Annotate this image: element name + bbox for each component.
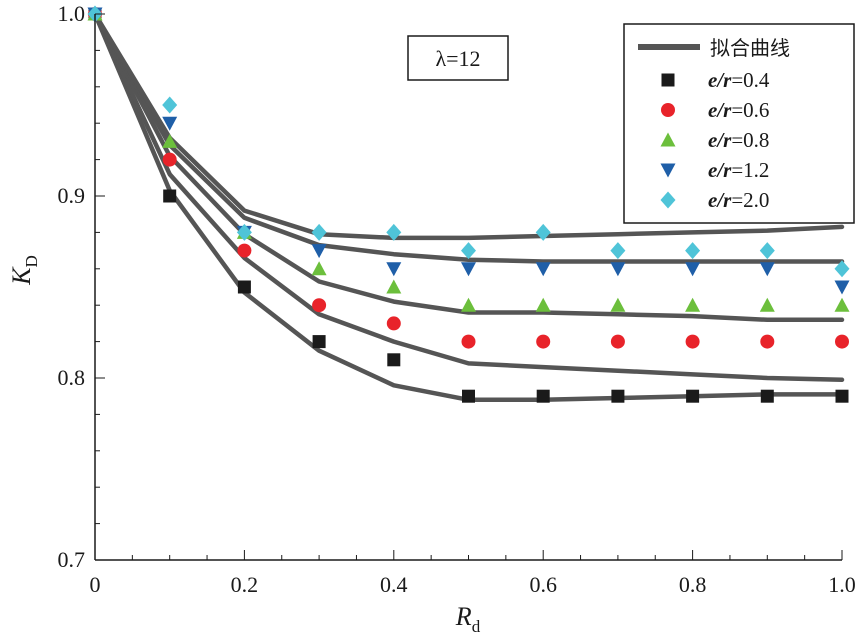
y-axis-title-sub: D bbox=[22, 255, 41, 267]
legend-label-2: e/r=0.8 bbox=[708, 128, 769, 152]
data-point-s3 bbox=[685, 262, 701, 277]
data-point-s2 bbox=[610, 297, 626, 312]
data-point-s3 bbox=[610, 262, 626, 277]
x-tick-label: 0.8 bbox=[679, 572, 707, 597]
lambda-label: λ=12 bbox=[435, 46, 480, 71]
data-point-s3 bbox=[311, 244, 327, 259]
data-point-s1 bbox=[610, 334, 625, 349]
data-point-s3 bbox=[834, 280, 850, 295]
data-point-s0 bbox=[163, 189, 177, 203]
x-tick-label: 1.0 bbox=[828, 572, 856, 597]
legend-fit-label: 拟合曲线 bbox=[710, 36, 790, 60]
x-tick-label: 0.6 bbox=[529, 572, 557, 597]
data-point-s2 bbox=[311, 261, 327, 276]
x-axis-title-sub: d bbox=[472, 617, 481, 636]
legend-box bbox=[623, 23, 855, 224]
data-point-s0 bbox=[536, 389, 550, 403]
data-point-s0 bbox=[760, 389, 774, 403]
legend-marker-4 bbox=[660, 191, 676, 209]
data-point-s2 bbox=[386, 279, 402, 294]
legend-label-1: e/r=0.6 bbox=[708, 98, 769, 122]
x-tick-label: 0.2 bbox=[231, 572, 259, 597]
legend-marker-0 bbox=[661, 73, 675, 87]
data-point-s4 bbox=[311, 223, 327, 241]
x-axis-title-main: R bbox=[455, 602, 472, 631]
data-point-s1 bbox=[685, 334, 700, 349]
data-point-s2 bbox=[834, 297, 850, 312]
data-point-s4 bbox=[834, 260, 850, 278]
data-point-s4 bbox=[610, 242, 626, 260]
data-point-s2 bbox=[535, 297, 551, 312]
data-point-s1 bbox=[835, 334, 849, 349]
y-tick-label: 0.9 bbox=[58, 183, 86, 208]
data-point-s1 bbox=[162, 152, 177, 167]
fit-curve-4 bbox=[92, 11, 845, 241]
y-tick-label: 0.8 bbox=[58, 365, 86, 390]
svg-text:KD: KD bbox=[7, 255, 41, 286]
data-point-s0 bbox=[462, 389, 475, 403]
data-point-s0 bbox=[611, 389, 625, 403]
data-point-s1 bbox=[760, 334, 775, 349]
data-point-s4 bbox=[236, 223, 252, 241]
x-axis-title: Rd bbox=[455, 602, 481, 636]
data-point-s4 bbox=[386, 223, 402, 241]
data-point-s1 bbox=[386, 316, 401, 331]
data-point-s0 bbox=[387, 353, 401, 367]
legend-marker-1 bbox=[661, 103, 675, 117]
data-point-s0 bbox=[312, 335, 326, 349]
data-point-s4 bbox=[685, 242, 701, 260]
y-axis-title-main: K bbox=[7, 266, 36, 286]
data-point-s2 bbox=[759, 297, 775, 312]
data-point-s3 bbox=[386, 262, 402, 277]
data-point-s4 bbox=[535, 223, 551, 241]
svg-text:Rd: Rd bbox=[455, 602, 481, 636]
data-point-s1 bbox=[461, 334, 476, 349]
y-tick-label: 0.7 bbox=[58, 547, 86, 572]
data-point-s0 bbox=[237, 280, 251, 294]
y-tick-label: 1.0 bbox=[58, 1, 86, 26]
legend-marker-2 bbox=[660, 132, 676, 147]
legend-label-4: e/r=2.0 bbox=[708, 188, 769, 212]
data-point-s2 bbox=[461, 297, 476, 312]
legend-items: e/r=0.4 e/r=0.6 e/r=0.8 e/r=1.2 e/r=2.0 bbox=[660, 68, 770, 212]
legend-marker-3 bbox=[660, 163, 676, 178]
legend-label-0: e/r=0.4 bbox=[708, 68, 770, 92]
y-axis-title: KD bbox=[7, 255, 41, 286]
data-point-s4 bbox=[162, 96, 178, 114]
data-point-s3 bbox=[759, 262, 775, 277]
data-point-s0 bbox=[835, 389, 849, 403]
fit-curve-2 bbox=[92, 11, 845, 323]
data-point-s1 bbox=[237, 243, 252, 258]
data-point-s2 bbox=[685, 297, 701, 312]
axes: 0 0.2 0.4 0.6 0.8 1.0 0.7 0.8 0.9 1.0 bbox=[58, 1, 856, 597]
lambda-annotation: λ=12 bbox=[407, 35, 509, 81]
legend-label-3: e/r=1.2 bbox=[708, 158, 769, 182]
data-point-s3 bbox=[162, 116, 178, 131]
fit-curve-1 bbox=[92, 11, 845, 383]
fit-curve-3 bbox=[92, 11, 845, 264]
data-point-s1 bbox=[312, 298, 327, 313]
data-point-s4 bbox=[759, 242, 775, 260]
data-point-s3 bbox=[461, 262, 476, 277]
data-point-s2 bbox=[162, 133, 178, 148]
data-point-s0 bbox=[686, 389, 700, 403]
data-point-s3 bbox=[535, 262, 551, 277]
legend: 拟合曲线 e/r=0.4 e/r=0.6 e/r=0.8 e/r=1.2 e/r=2.0 bbox=[623, 23, 855, 224]
data-point-s4 bbox=[461, 242, 476, 260]
x-tick-label: 0 bbox=[90, 572, 101, 597]
data-point-s1 bbox=[536, 334, 551, 349]
x-tick-label: 0.4 bbox=[380, 572, 408, 597]
